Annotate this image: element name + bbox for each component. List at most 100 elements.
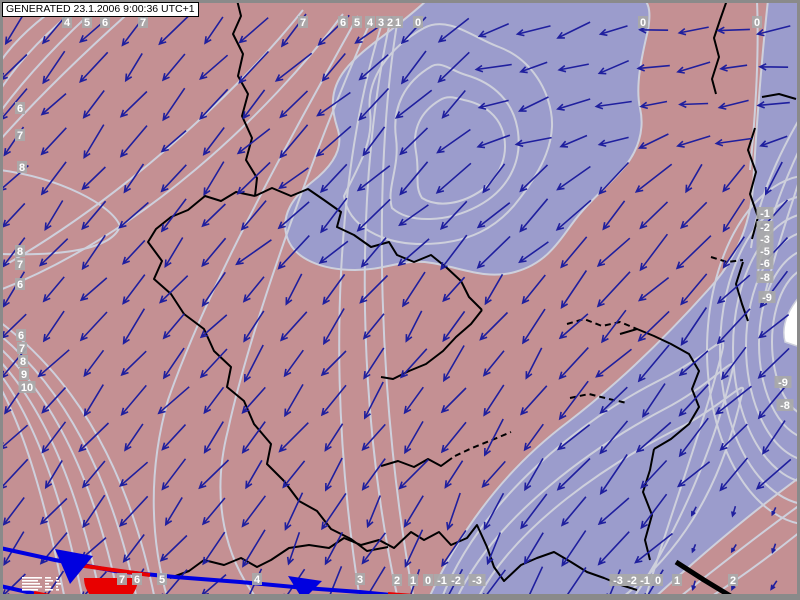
- wind-arrow: [717, 99, 749, 110]
- isotherm-label: 6: [102, 17, 108, 29]
- wind-arrow: [559, 134, 588, 148]
- country-border-line: [674, 559, 739, 600]
- wind-arrow: [634, 532, 673, 564]
- wind-arrow: [560, 270, 588, 310]
- wind-arrow: [360, 237, 387, 268]
- wind-arrow: [160, 129, 187, 153]
- watermark-row: [22, 580, 38, 582]
- isotherm-label-bg: [408, 574, 418, 586]
- isotherm-label-bg: [776, 399, 794, 411]
- wind-arrow: [442, 345, 465, 383]
- wind-arrow: [731, 505, 737, 518]
- wind-arrow: [278, 422, 309, 453]
- wind-arrow: [201, 203, 226, 228]
- wind-arrow: [599, 420, 629, 455]
- isotherm-label: 10: [21, 382, 33, 394]
- wind-arrow: [678, 384, 709, 417]
- isotherm-label: 8: [20, 356, 26, 368]
- wind-arrow: [202, 531, 226, 566]
- country-border-line: [566, 318, 638, 330]
- isotherm-label-bg: [468, 574, 486, 586]
- isotherm-label: 2: [387, 17, 393, 29]
- wind-arrow: [160, 198, 187, 233]
- wind-arrow: [203, 161, 225, 196]
- isotherm-line: [219, 17, 373, 600]
- isotherm-label: 4: [367, 17, 374, 29]
- country-border-line: [147, 191, 389, 552]
- wind-arrow: [484, 273, 504, 306]
- wind-arrow: [284, 384, 304, 418]
- wind-arrow: [442, 276, 466, 303]
- watermark-row: [56, 580, 59, 582]
- wind-arrow: [483, 418, 504, 457]
- wind-arrow: [204, 16, 224, 45]
- wind-arrow: [277, 235, 310, 270]
- wind-arrow: [599, 454, 628, 496]
- country-border-line: [454, 431, 512, 457]
- wind-arrow: [596, 237, 631, 267]
- wind-arrow: [483, 384, 505, 417]
- isotherm-label-bg: [132, 573, 142, 585]
- wind-arrow: [522, 308, 546, 345]
- isotherm-label: 3: [357, 574, 363, 586]
- isotherm-label-bg: [433, 574, 451, 586]
- wind-arrow: [598, 161, 630, 195]
- wind-arrow: [714, 137, 752, 147]
- wind-arrow: [359, 274, 389, 304]
- wind-arrow: [594, 100, 632, 110]
- wind-arrow: [119, 90, 148, 118]
- country-border-line: [380, 309, 483, 380]
- isotherm-label-bg: [365, 16, 375, 28]
- isotherm-label: -2: [451, 575, 461, 587]
- isotherm-label: 6: [17, 103, 23, 115]
- wind-arrow: [319, 163, 348, 194]
- isotherm-line: [455, 363, 735, 600]
- wind-arrow: [477, 22, 510, 38]
- wind-arrow: [162, 87, 186, 122]
- wind-arrow: [40, 161, 67, 196]
- isotherm-label: 1: [674, 575, 680, 587]
- wind-arrow: [441, 529, 467, 568]
- wind-arrow: [482, 350, 505, 377]
- isotherm-line: [651, 476, 800, 600]
- wind-arrow: [521, 274, 546, 305]
- wind-arrow: [318, 240, 349, 264]
- watermark-row: [22, 589, 38, 591]
- wind-arrow: [483, 492, 505, 531]
- wind-arrow: [558, 347, 589, 380]
- watermark-row: [56, 586, 58, 588]
- wind-arrow: [366, 495, 382, 529]
- wind-arrow: [236, 161, 271, 195]
- watermark-row: [56, 583, 61, 585]
- isotherm-line: [363, 21, 399, 600]
- wind-arrow: [286, 531, 301, 566]
- isotherm-label-bg: [758, 291, 776, 303]
- isotherm-label: -9: [778, 377, 788, 389]
- wind-arrow: [81, 200, 107, 231]
- isotherm-label: 1: [395, 17, 401, 29]
- wind-arrow: [519, 385, 548, 416]
- isotherm-label-bg: [17, 161, 27, 173]
- isotherm-label: 3: [378, 17, 384, 29]
- cold-region: [428, 0, 800, 600]
- wind-arrow: [356, 165, 391, 192]
- isotherm-label: 6: [134, 574, 140, 586]
- wind-arrow: [596, 271, 631, 308]
- wind-arrow: [440, 387, 467, 414]
- isotherm-label-bg: [15, 102, 25, 114]
- wind-arrow: [199, 348, 228, 379]
- isotherm-label: 2: [394, 575, 400, 587]
- wind-arrow: [691, 543, 697, 554]
- wind-arrow: [523, 423, 544, 452]
- isotherm-label-bg: [756, 221, 774, 233]
- wind-arrow: [486, 532, 502, 566]
- watermark-row: [56, 577, 58, 579]
- wind-arrow: [719, 423, 748, 452]
- isotherm-label: 6: [17, 279, 23, 291]
- wind-arrow: [161, 53, 186, 82]
- country-border-line: [380, 457, 453, 468]
- wind-arrow: [164, 496, 183, 527]
- isotherm-label: 9: [21, 369, 27, 381]
- wind-arrow: [444, 460, 464, 489]
